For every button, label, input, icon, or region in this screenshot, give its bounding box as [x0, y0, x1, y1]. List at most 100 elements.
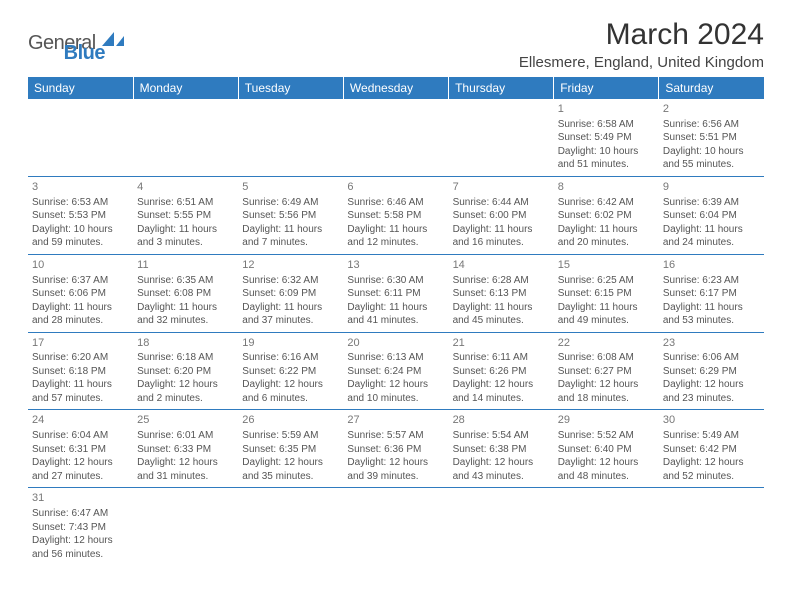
- sunset-text: Sunset: 5:49 PM: [558, 131, 655, 145]
- daylight-text: Daylight: 12 hours and 43 minutes.: [453, 456, 550, 483]
- sunset-text: Sunset: 6:35 PM: [242, 443, 339, 457]
- calendar-cell: [449, 488, 554, 565]
- sunrise-text: Sunrise: 6:25 AM: [558, 274, 655, 288]
- calendar-table: Sunday Monday Tuesday Wednesday Thursday…: [28, 77, 764, 565]
- sunset-text: Sunset: 6:20 PM: [137, 365, 234, 379]
- day-number: 7: [453, 180, 550, 195]
- calendar-week-row: 10Sunrise: 6:37 AMSunset: 6:06 PMDayligh…: [28, 254, 764, 332]
- sunrise-text: Sunrise: 5:57 AM: [347, 429, 444, 443]
- daylight-text: Daylight: 12 hours and 27 minutes.: [32, 456, 129, 483]
- sunrise-text: Sunrise: 6:08 AM: [558, 351, 655, 365]
- sunset-text: Sunset: 6:00 PM: [453, 209, 550, 223]
- sunrise-text: Sunrise: 6:01 AM: [137, 429, 234, 443]
- day-header-thursday: Thursday: [449, 77, 554, 99]
- calendar-week-row: 17Sunrise: 6:20 AMSunset: 6:18 PMDayligh…: [28, 332, 764, 410]
- day-number: 2: [663, 102, 760, 117]
- daylight-text: Daylight: 11 hours and 49 minutes.: [558, 301, 655, 328]
- calendar-cell: 16Sunrise: 6:23 AMSunset: 6:17 PMDayligh…: [659, 254, 764, 332]
- calendar-cell: 22Sunrise: 6:08 AMSunset: 6:27 PMDayligh…: [554, 332, 659, 410]
- sunset-text: Sunset: 6:31 PM: [32, 443, 129, 457]
- daylight-text: Daylight: 11 hours and 45 minutes.: [453, 301, 550, 328]
- sunset-text: Sunset: 6:02 PM: [558, 209, 655, 223]
- day-number: 23: [663, 336, 760, 351]
- sunrise-text: Sunrise: 6:16 AM: [242, 351, 339, 365]
- day-header-tuesday: Tuesday: [238, 77, 343, 99]
- daylight-text: Daylight: 12 hours and 52 minutes.: [663, 456, 760, 483]
- daylight-text: Daylight: 11 hours and 24 minutes.: [663, 223, 760, 250]
- sunrise-text: Sunrise: 6:37 AM: [32, 274, 129, 288]
- sunset-text: Sunset: 6:11 PM: [347, 287, 444, 301]
- calendar-cell: 23Sunrise: 6:06 AMSunset: 6:29 PMDayligh…: [659, 332, 764, 410]
- day-header-sunday: Sunday: [28, 77, 133, 99]
- day-number: 1: [558, 102, 655, 117]
- calendar-cell: 12Sunrise: 6:32 AMSunset: 6:09 PMDayligh…: [238, 254, 343, 332]
- daylight-text: Daylight: 11 hours and 16 minutes.: [453, 223, 550, 250]
- sunrise-text: Sunrise: 6:11 AM: [453, 351, 550, 365]
- sunset-text: Sunset: 6:08 PM: [137, 287, 234, 301]
- sunset-text: Sunset: 5:55 PM: [137, 209, 234, 223]
- sunset-text: Sunset: 6:27 PM: [558, 365, 655, 379]
- sunset-text: Sunset: 6:06 PM: [32, 287, 129, 301]
- calendar-cell: 24Sunrise: 6:04 AMSunset: 6:31 PMDayligh…: [28, 410, 133, 488]
- sunset-text: Sunset: 6:36 PM: [347, 443, 444, 457]
- calendar-cell: 14Sunrise: 6:28 AMSunset: 6:13 PMDayligh…: [449, 254, 554, 332]
- calendar-cell: 11Sunrise: 6:35 AMSunset: 6:08 PMDayligh…: [133, 254, 238, 332]
- day-number: 27: [347, 413, 444, 428]
- sunrise-text: Sunrise: 6:51 AM: [137, 196, 234, 210]
- calendar-cell: [343, 488, 448, 565]
- day-number: 6: [347, 180, 444, 195]
- calendar-cell: 9Sunrise: 6:39 AMSunset: 6:04 PMDaylight…: [659, 176, 764, 254]
- daylight-text: Daylight: 12 hours and 31 minutes.: [137, 456, 234, 483]
- calendar-cell: 25Sunrise: 6:01 AMSunset: 6:33 PMDayligh…: [133, 410, 238, 488]
- sunrise-text: Sunrise: 6:04 AM: [32, 429, 129, 443]
- sunset-text: Sunset: 6:22 PM: [242, 365, 339, 379]
- calendar-cell: 2Sunrise: 6:56 AMSunset: 5:51 PMDaylight…: [659, 99, 764, 176]
- calendar-cell: 20Sunrise: 6:13 AMSunset: 6:24 PMDayligh…: [343, 332, 448, 410]
- daylight-text: Daylight: 10 hours and 59 minutes.: [32, 223, 129, 250]
- daylight-text: Daylight: 11 hours and 53 minutes.: [663, 301, 760, 328]
- day-number: 14: [453, 258, 550, 273]
- sunrise-text: Sunrise: 6:46 AM: [347, 196, 444, 210]
- calendar-cell: 13Sunrise: 6:30 AMSunset: 6:11 PMDayligh…: [343, 254, 448, 332]
- daylight-text: Daylight: 11 hours and 37 minutes.: [242, 301, 339, 328]
- daylight-text: Daylight: 11 hours and 3 minutes.: [137, 223, 234, 250]
- calendar-week-row: 24Sunrise: 6:04 AMSunset: 6:31 PMDayligh…: [28, 410, 764, 488]
- sunrise-text: Sunrise: 6:44 AM: [453, 196, 550, 210]
- daylight-text: Daylight: 12 hours and 6 minutes.: [242, 378, 339, 405]
- day-number: 20: [347, 336, 444, 351]
- calendar-cell: 19Sunrise: 6:16 AMSunset: 6:22 PMDayligh…: [238, 332, 343, 410]
- daylight-text: Daylight: 11 hours and 7 minutes.: [242, 223, 339, 250]
- calendar-cell: 3Sunrise: 6:53 AMSunset: 5:53 PMDaylight…: [28, 176, 133, 254]
- sunset-text: Sunset: 7:43 PM: [32, 521, 129, 535]
- daylight-text: Daylight: 12 hours and 48 minutes.: [558, 456, 655, 483]
- calendar-cell: 5Sunrise: 6:49 AMSunset: 5:56 PMDaylight…: [238, 176, 343, 254]
- sunset-text: Sunset: 6:26 PM: [453, 365, 550, 379]
- day-number: 22: [558, 336, 655, 351]
- calendar-week-row: 1Sunrise: 6:58 AMSunset: 5:49 PMDaylight…: [28, 99, 764, 176]
- calendar-cell: 10Sunrise: 6:37 AMSunset: 6:06 PMDayligh…: [28, 254, 133, 332]
- calendar-cell: [554, 488, 659, 565]
- sunset-text: Sunset: 5:56 PM: [242, 209, 339, 223]
- day-number: 8: [558, 180, 655, 195]
- daylight-text: Daylight: 12 hours and 14 minutes.: [453, 378, 550, 405]
- sunrise-text: Sunrise: 6:18 AM: [137, 351, 234, 365]
- sunrise-text: Sunrise: 6:39 AM: [663, 196, 760, 210]
- day-number: 28: [453, 413, 550, 428]
- daylight-text: Daylight: 12 hours and 10 minutes.: [347, 378, 444, 405]
- day-number: 19: [242, 336, 339, 351]
- day-number: 13: [347, 258, 444, 273]
- sunset-text: Sunset: 6:09 PM: [242, 287, 339, 301]
- day-number: 26: [242, 413, 339, 428]
- calendar-header-row: Sunday Monday Tuesday Wednesday Thursday…: [28, 77, 764, 99]
- daylight-text: Daylight: 12 hours and 23 minutes.: [663, 378, 760, 405]
- daylight-text: Daylight: 12 hours and 56 minutes.: [32, 534, 129, 561]
- day-header-wednesday: Wednesday: [343, 77, 448, 99]
- day-header-monday: Monday: [133, 77, 238, 99]
- sunrise-text: Sunrise: 6:23 AM: [663, 274, 760, 288]
- sunrise-text: Sunrise: 6:28 AM: [453, 274, 550, 288]
- sunrise-text: Sunrise: 6:56 AM: [663, 118, 760, 132]
- calendar-cell: [343, 99, 448, 176]
- sunset-text: Sunset: 6:29 PM: [663, 365, 760, 379]
- day-number: 16: [663, 258, 760, 273]
- logo-text-blue-wrap: Blue: [64, 42, 105, 64]
